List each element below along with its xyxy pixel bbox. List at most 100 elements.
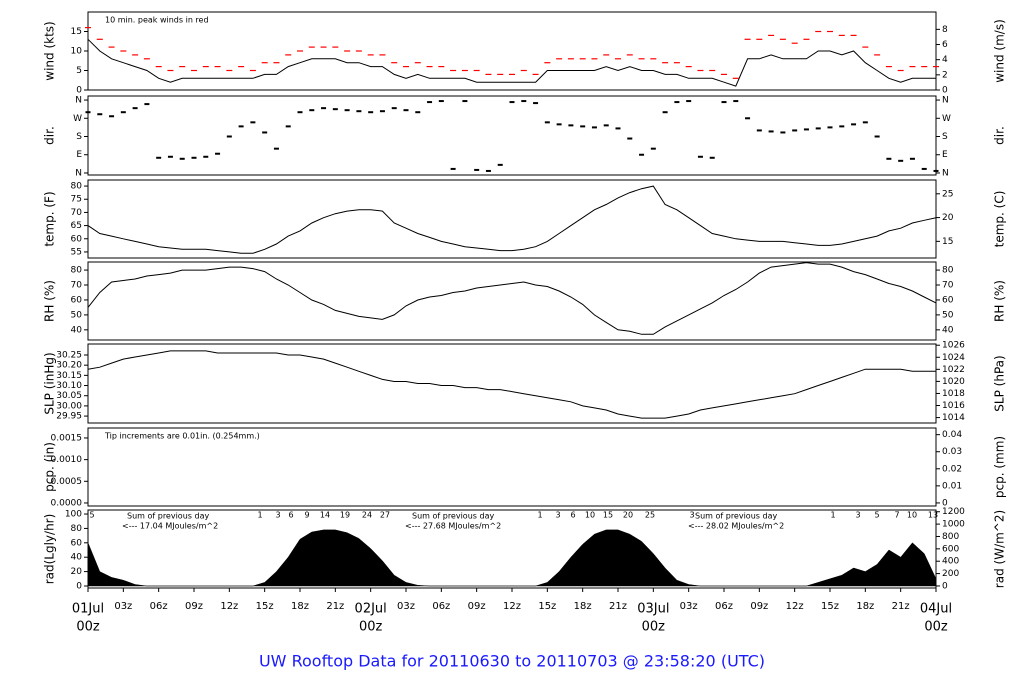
y2-axis-title: wind (m/s) xyxy=(993,19,1007,83)
area xyxy=(87,529,937,587)
y2-tick-label: 4 xyxy=(942,55,948,65)
hour-mark: 10 xyxy=(907,511,917,520)
hour-mark: 15 xyxy=(603,511,613,520)
y-tick-label: 29.95 xyxy=(56,412,82,422)
y2-tick-label: 800 xyxy=(942,532,959,542)
hour-mark: 5 xyxy=(89,511,94,520)
plot-frame xyxy=(87,95,937,176)
x-tick-label: 12z xyxy=(786,601,804,612)
x-tick-label: 15z xyxy=(538,601,556,612)
y-tick-label: W xyxy=(73,114,82,124)
x-tick-label: 21z xyxy=(326,601,344,612)
data-line xyxy=(87,185,937,254)
y2-tick-label: 0 xyxy=(942,498,948,508)
y2-tick-label: 6 xyxy=(942,40,948,50)
sum-value: <--- 17.04 MJoules/m^2 xyxy=(122,522,218,531)
hour-mark: 24 xyxy=(362,511,372,520)
y2-tick-label: 60 xyxy=(942,295,954,305)
x-tick-label: 06z xyxy=(150,601,168,612)
annotation: 10 min. peak winds in red xyxy=(105,16,209,25)
y2-tick-label: 600 xyxy=(942,544,959,554)
y2-tick-label: 1020 xyxy=(942,377,965,387)
hour-mark: 3 xyxy=(275,511,280,520)
hour-mark: 20 xyxy=(623,511,633,520)
data-line xyxy=(87,38,936,87)
y-tick-label: S xyxy=(76,132,82,142)
y2-tick-label: 1000 xyxy=(942,520,965,530)
x-tick-label: 00z xyxy=(642,620,666,635)
y-tick-label: 80 xyxy=(71,266,83,276)
y2-tick-label: 400 xyxy=(942,557,959,567)
sum-value: <--- 28.02 MJoules/m^2 xyxy=(688,522,784,531)
data-line xyxy=(87,262,937,335)
y-axis-title: temp. (F) xyxy=(43,191,57,246)
x-tick-label: 12z xyxy=(503,601,521,612)
y-tick-label: 30.25 xyxy=(56,350,82,360)
y-tick-label: 60 xyxy=(71,295,83,305)
x-tick-label: 09z xyxy=(185,601,203,612)
hour-mark: 3 xyxy=(855,511,860,520)
hour-mark: 9 xyxy=(304,511,309,520)
annotation: Tip increments are 0.01in. (0.254mm.) xyxy=(104,432,260,441)
y-tick-label: 0.0015 xyxy=(51,433,83,443)
y-tick-label: 0.0010 xyxy=(51,455,83,465)
hour-mark: 7 xyxy=(894,511,899,520)
x-tick-label: 00z xyxy=(76,620,100,635)
plot-frame xyxy=(87,261,937,341)
y2-tick-label: 1016 xyxy=(942,401,965,411)
y-tick-label: N xyxy=(75,168,82,178)
y2-tick-label: 0 xyxy=(942,581,948,591)
y-tick-label: 100 xyxy=(65,510,82,520)
y-tick-label: 60 xyxy=(71,234,83,244)
hour-mark: 25 xyxy=(645,511,655,520)
day-label: 01Jul xyxy=(72,602,104,617)
y2-axis-title: dir. xyxy=(993,126,1007,145)
y-axis-title: dir. xyxy=(43,126,57,145)
y-tick-label: E xyxy=(76,150,82,160)
x-tick-label: 09z xyxy=(750,601,768,612)
y-tick-label: 80 xyxy=(71,182,83,192)
y2-tick-label: 8 xyxy=(942,25,948,35)
x-tick-label: 03z xyxy=(680,601,698,612)
x-tick-label: 12z xyxy=(220,601,238,612)
y-tick-label: 0 xyxy=(76,86,82,96)
y2-tick-label: 0.02 xyxy=(942,464,962,474)
x-tick-label: 06z xyxy=(715,601,733,612)
day-label: 02Jul xyxy=(355,602,387,617)
y2-tick-label: 15 xyxy=(942,237,953,247)
x-tick-label: 09z xyxy=(468,601,486,612)
y-tick-label: 30.20 xyxy=(56,361,82,371)
plot-frame xyxy=(87,427,937,507)
y-tick-label: 10 xyxy=(71,47,83,57)
y-tick-label: 40 xyxy=(71,325,83,335)
y2-tick-label: 1026 xyxy=(942,341,965,351)
y-tick-label: 40 xyxy=(71,553,83,563)
hour-mark: 6 xyxy=(288,511,293,520)
hour-mark: 1 xyxy=(257,511,262,520)
chart-title: UW Rooftop Data for 20110630 to 20110703… xyxy=(259,652,765,671)
y2-tick-label: 0.04 xyxy=(942,430,962,440)
y-tick-label: 30.10 xyxy=(56,381,82,391)
y-tick-label: 30.05 xyxy=(56,391,82,401)
y2-tick-label: S xyxy=(942,132,948,142)
y-tick-label: 60 xyxy=(71,538,83,548)
y2-tick-label: 1022 xyxy=(942,365,965,375)
y2-tick-label: 40 xyxy=(942,325,954,335)
y-axis-title: SLP (inHg) xyxy=(43,352,57,414)
y2-axis-title: temp. (C) xyxy=(993,191,1007,248)
y2-axis-title: rad (W/m^2) xyxy=(993,510,1007,588)
y2-tick-label: 70 xyxy=(942,281,954,291)
x-tick-label: 03z xyxy=(114,601,132,612)
x-tick-label: 00z xyxy=(924,620,948,635)
y-tick-label: 20 xyxy=(71,567,83,577)
y-tick-label: 65 xyxy=(71,221,82,231)
y-tick-label: 30.00 xyxy=(56,401,82,411)
y-tick-label: 0.0005 xyxy=(51,477,83,487)
y-tick-label: 0.0000 xyxy=(51,498,83,508)
hour-mark: 5 xyxy=(874,511,879,520)
x-tick-label: 21z xyxy=(609,601,627,612)
hour-mark: 3 xyxy=(689,511,694,520)
x-tick-label: 18z xyxy=(291,601,309,612)
sum-label: Sum of previous day xyxy=(127,512,209,521)
